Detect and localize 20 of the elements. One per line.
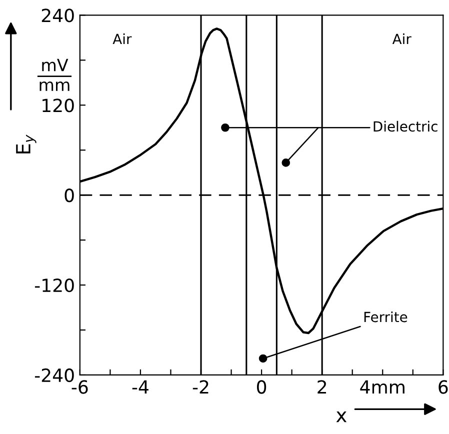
x-tick-label: 2 [318, 380, 326, 394]
y-tick-label: 0 [64, 188, 74, 202]
x-tick-label: 4mm [360, 380, 404, 394]
x-tick-label: -6 [72, 380, 88, 394]
y-tick-label: 120 [42, 98, 74, 112]
annotation: Dielectric [374, 120, 438, 132]
text: mm [40, 81, 70, 91]
text: mV [42, 58, 68, 72]
y-tick-label: -120 [34, 278, 74, 292]
x-tick-label: 6 [438, 380, 448, 394]
x-tick-label: -2 [192, 380, 208, 394]
y-tick-label: 240 [42, 8, 74, 22]
annotation: Ferrite [364, 311, 408, 322]
y-tick-label: -240 [34, 368, 74, 382]
x-tick-label: -4 [132, 380, 148, 394]
x-tick-label: 0 [256, 380, 266, 394]
y-axis-title: E$_{y}$ [16, 134, 36, 154]
annotation: Air [112, 33, 132, 44]
x-axis-title: x [336, 412, 347, 422]
annotation: Air [392, 33, 412, 44]
